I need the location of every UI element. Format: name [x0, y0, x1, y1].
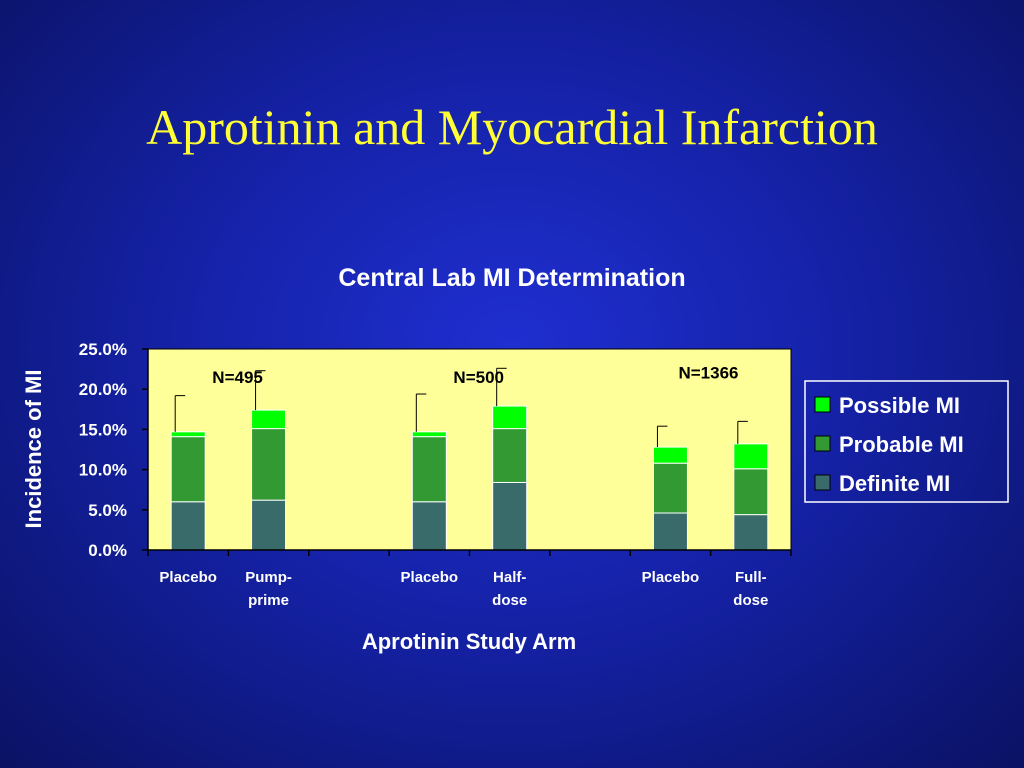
y-tick-label: 25.0%	[79, 340, 127, 359]
x-tick-label: prime	[248, 592, 289, 609]
bar-possible-mi-7	[733, 443, 769, 470]
x-tick-label: Pump-	[245, 569, 292, 586]
y-axis-title: Incidence of MI	[21, 370, 46, 529]
sample-size-label: N=500	[453, 368, 504, 387]
bar-probable-mi-1	[251, 428, 287, 501]
legend-swatch-probable-mi	[814, 435, 831, 452]
legend-swatch-definite-mi	[814, 474, 831, 491]
legend-label: Definite MI	[839, 471, 950, 496]
y-tick-label: 5.0%	[88, 501, 127, 520]
slide-title: Aprotinin and Myocardial Infarction	[146, 99, 878, 155]
x-axis-title: Aprotinin Study Arm	[362, 629, 576, 654]
bar-definite-mi-4	[492, 481, 528, 551]
legend-label: Possible MI	[839, 393, 960, 418]
y-tick-label: 20.0%	[79, 380, 127, 399]
y-tick-label: 15.0%	[79, 420, 127, 439]
legend-swatch-possible-mi	[814, 396, 831, 413]
x-tick-label: Placebo	[642, 569, 700, 586]
x-tick-label: Half-	[493, 569, 526, 586]
bar-definite-mi-1	[251, 499, 287, 551]
chart-title: Central Lab MI Determination	[338, 264, 685, 292]
bar-definite-mi-3	[411, 501, 447, 551]
bar-definite-mi-0	[170, 501, 206, 551]
y-tick-label: 0.0%	[88, 541, 127, 560]
bar-probable-mi-3	[411, 436, 447, 503]
bar-possible-mi-4	[492, 405, 528, 430]
bar-probable-mi-7	[733, 468, 769, 516]
x-tick-label: dose	[733, 592, 768, 609]
bar-possible-mi-3	[411, 431, 447, 438]
bar-probable-mi-4	[492, 428, 528, 483]
y-tick-label: 10.0%	[79, 461, 127, 480]
bar-possible-mi-6	[652, 446, 688, 464]
legend-label: Probable MI	[839, 432, 964, 457]
x-tick-label: dose	[492, 592, 527, 609]
bar-probable-mi-0	[170, 436, 206, 503]
bar-definite-mi-6	[652, 512, 688, 551]
x-tick-label: Placebo	[159, 569, 217, 586]
legend-box	[804, 380, 1009, 503]
x-tick-label: Placebo	[401, 569, 459, 586]
sample-size-label: N=495	[212, 368, 263, 387]
bar-definite-mi-7	[733, 514, 769, 551]
bar-probable-mi-6	[652, 462, 688, 514]
sample-size-label: N=1366	[678, 364, 738, 383]
x-tick-label: Full-	[735, 569, 767, 586]
bar-possible-mi-0	[170, 431, 206, 438]
bar-possible-mi-1	[251, 409, 287, 430]
